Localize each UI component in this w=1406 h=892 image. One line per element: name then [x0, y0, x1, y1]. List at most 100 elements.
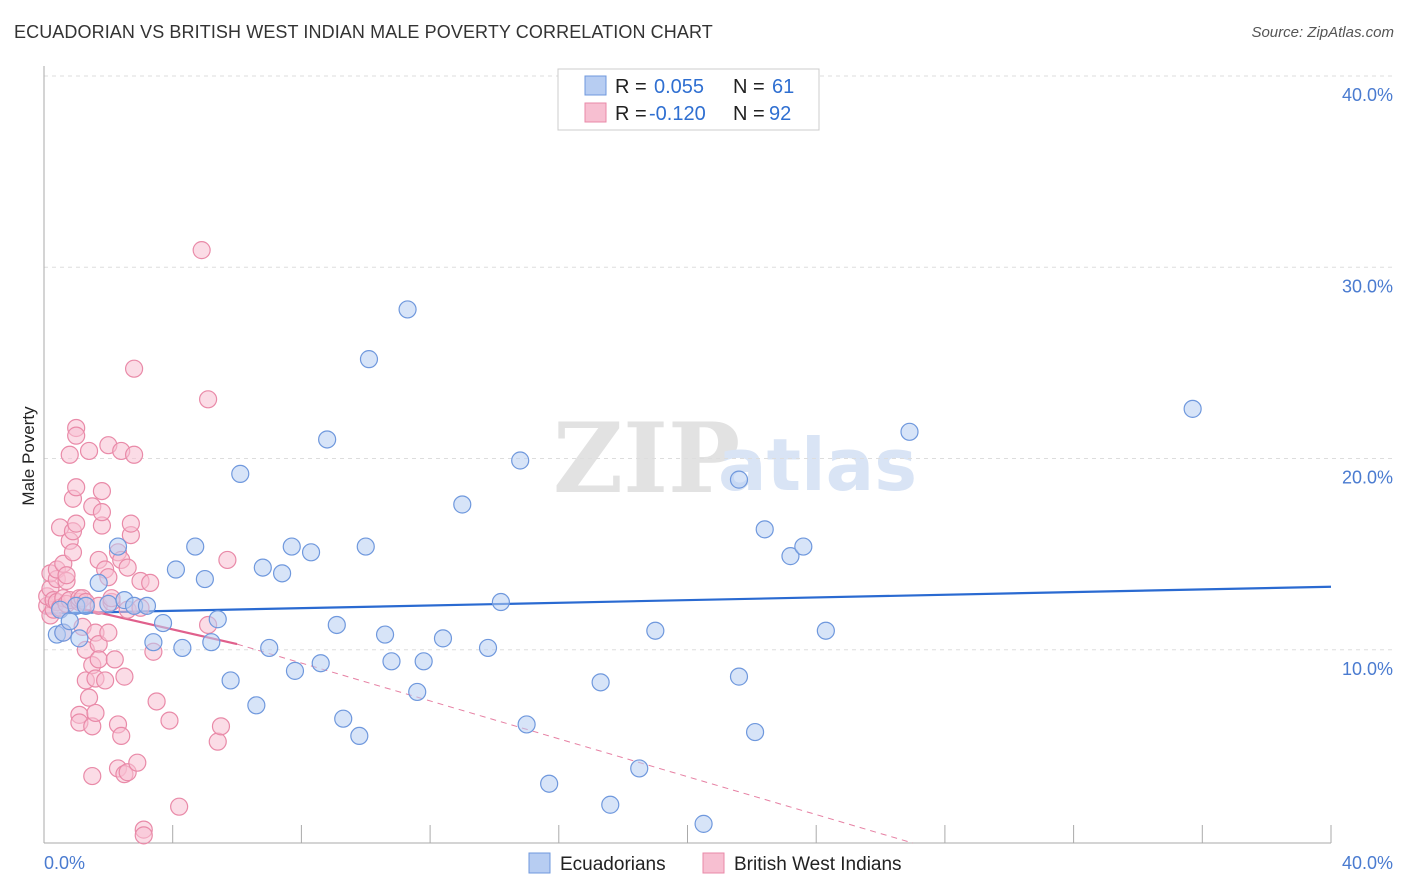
point-british-west-indians-84: [160, 711, 179, 730]
trend-lines: [43, 585, 1332, 844]
point-british-west-indians-48: [89, 650, 108, 669]
point-ecuadorians-36: [359, 350, 379, 369]
point-ecuadorians-7: [89, 573, 108, 593]
x-tick-label-max: 40.0%: [1342, 853, 1393, 873]
point-british-west-indians-25: [67, 426, 86, 445]
y-tick-label-40: 40.0%: [1342, 85, 1393, 105]
point-ecuadorians-46: [511, 451, 530, 470]
point-british-west-indians-73: [121, 514, 140, 533]
point-ecuadorians-56: [745, 722, 765, 742]
point-ecuadorians-35: [356, 537, 375, 556]
point-british-west-indians-75: [124, 359, 144, 378]
point-ecuadorians-15: [166, 560, 186, 579]
point-ecuadorians-18: [195, 569, 214, 589]
point-british-west-indians-55: [99, 623, 118, 642]
legend-r-label-british-west-indians: R =: [615, 103, 647, 125]
point-british-west-indians-81: [141, 573, 160, 593]
legend-n-value-british-west-indians: 92: [769, 103, 791, 125]
point-ecuadorians-3: [60, 612, 79, 631]
point-british-west-indians-50: [92, 482, 112, 501]
point-british-west-indians-83: [147, 692, 166, 711]
point-ecuadorians-24: [253, 558, 272, 577]
point-british-west-indians-60: [105, 650, 124, 669]
point-ecuadorians-23: [247, 696, 266, 715]
point-british-west-indians-37: [79, 441, 99, 461]
point-ecuadorians-5: [70, 629, 89, 648]
legend-swatch-british-west-indians: [584, 102, 607, 123]
point-ecuadorians-62: [1183, 399, 1202, 418]
data-points: [38, 241, 1202, 845]
point-ecuadorians-60: [816, 621, 835, 640]
point-ecuadorians-45: [491, 592, 510, 612]
point-ecuadorians-40: [408, 682, 427, 702]
bottom-legend-british-west-indians: British West Indians: [734, 854, 902, 875]
point-ecuadorians-27: [282, 537, 301, 556]
axes: [43, 66, 1332, 844]
point-ecuadorians-17: [186, 537, 205, 556]
legend-n-label-british-west-indians: N =: [733, 103, 765, 125]
bottom-legend-swatch-ecuadorians: [528, 852, 551, 874]
point-ecuadorians-25: [260, 638, 279, 658]
x-tick-label-min: 0.0%: [44, 853, 85, 873]
point-british-west-indians-27: [67, 514, 86, 533]
point-ecuadorians-48: [540, 774, 559, 793]
point-ecuadorians-51: [630, 759, 649, 778]
bottom-legend-swatch-british-west-indians: [702, 852, 725, 874]
source-label: Source: ZipAtlas.com: [1251, 24, 1394, 41]
point-ecuadorians-33: [334, 709, 353, 728]
y-axis-label: Male Poverty: [19, 406, 38, 506]
point-ecuadorians-37: [375, 625, 395, 644]
point-ecuadorians-61: [900, 422, 919, 441]
point-ecuadorians-43: [453, 495, 472, 514]
correlation-legend: R = 0.055 N = 61 R = -0.120 N = 92: [557, 68, 820, 131]
point-british-west-indians-80: [134, 826, 153, 845]
chart-title: ECUADORIAN VS BRITISH WEST INDIAN MALE P…: [14, 22, 713, 42]
point-ecuadorians-39: [398, 300, 417, 319]
point-ecuadorians-20: [208, 610, 227, 629]
watermark: ZIP atlas: [553, 402, 917, 515]
y-tick-label-30: 30.0%: [1342, 276, 1393, 296]
point-british-west-indians-17: [57, 566, 76, 585]
point-british-west-indians-86: [192, 241, 211, 260]
point-ecuadorians-12: [137, 596, 157, 615]
point-british-west-indians-76: [128, 753, 147, 772]
point-ecuadorians-21: [221, 671, 240, 690]
point-british-west-indians-67: [115, 667, 134, 686]
point-ecuadorians-53: [694, 814, 713, 833]
point-ecuadorians-32: [327, 615, 346, 635]
point-ecuadorians-44: [478, 638, 498, 658]
legend-n-label-ecuadorians: N =: [733, 76, 765, 98]
point-ecuadorians-47: [517, 715, 536, 734]
point-british-west-indians-64: [112, 726, 131, 746]
point-british-west-indians-89: [208, 732, 227, 751]
y-tick-label-20: 20.0%: [1342, 468, 1393, 488]
point-british-west-indians-45: [86, 703, 105, 723]
point-ecuadorians-14: [153, 613, 173, 633]
point-ecuadorians-8: [99, 594, 118, 614]
legend-r-value-british-west-indians: -0.120: [649, 103, 706, 125]
point-ecuadorians-16: [173, 638, 192, 658]
point-british-west-indians-90: [211, 717, 231, 736]
point-british-west-indians-69: [118, 558, 137, 577]
y-tick-labels: 10.0% 20.0% 30.0% 40.0%: [1342, 85, 1393, 679]
point-ecuadorians-28: [285, 661, 305, 680]
point-british-west-indians-52: [92, 503, 112, 522]
point-british-west-indians-85: [170, 797, 189, 816]
point-british-west-indians-87: [198, 390, 218, 409]
point-ecuadorians-22: [231, 464, 250, 483]
point-british-west-indians-42: [83, 766, 102, 786]
point-ecuadorians-41: [414, 652, 433, 671]
point-british-west-indians-23: [63, 543, 83, 562]
point-ecuadorians-26: [272, 564, 292, 583]
point-ecuadorians-13: [144, 633, 163, 652]
point-ecuadorians-34: [350, 726, 369, 746]
point-ecuadorians-49: [591, 673, 610, 692]
point-ecuadorians-50: [601, 795, 620, 814]
point-british-west-indians-53: [96, 671, 115, 690]
series-legend: Ecuadorians British West Indians: [528, 852, 902, 875]
point-ecuadorians-42: [433, 629, 453, 648]
point-ecuadorians-38: [382, 652, 401, 671]
watermark-atlas: atlas: [718, 423, 917, 507]
point-ecuadorians-9: [108, 537, 128, 556]
